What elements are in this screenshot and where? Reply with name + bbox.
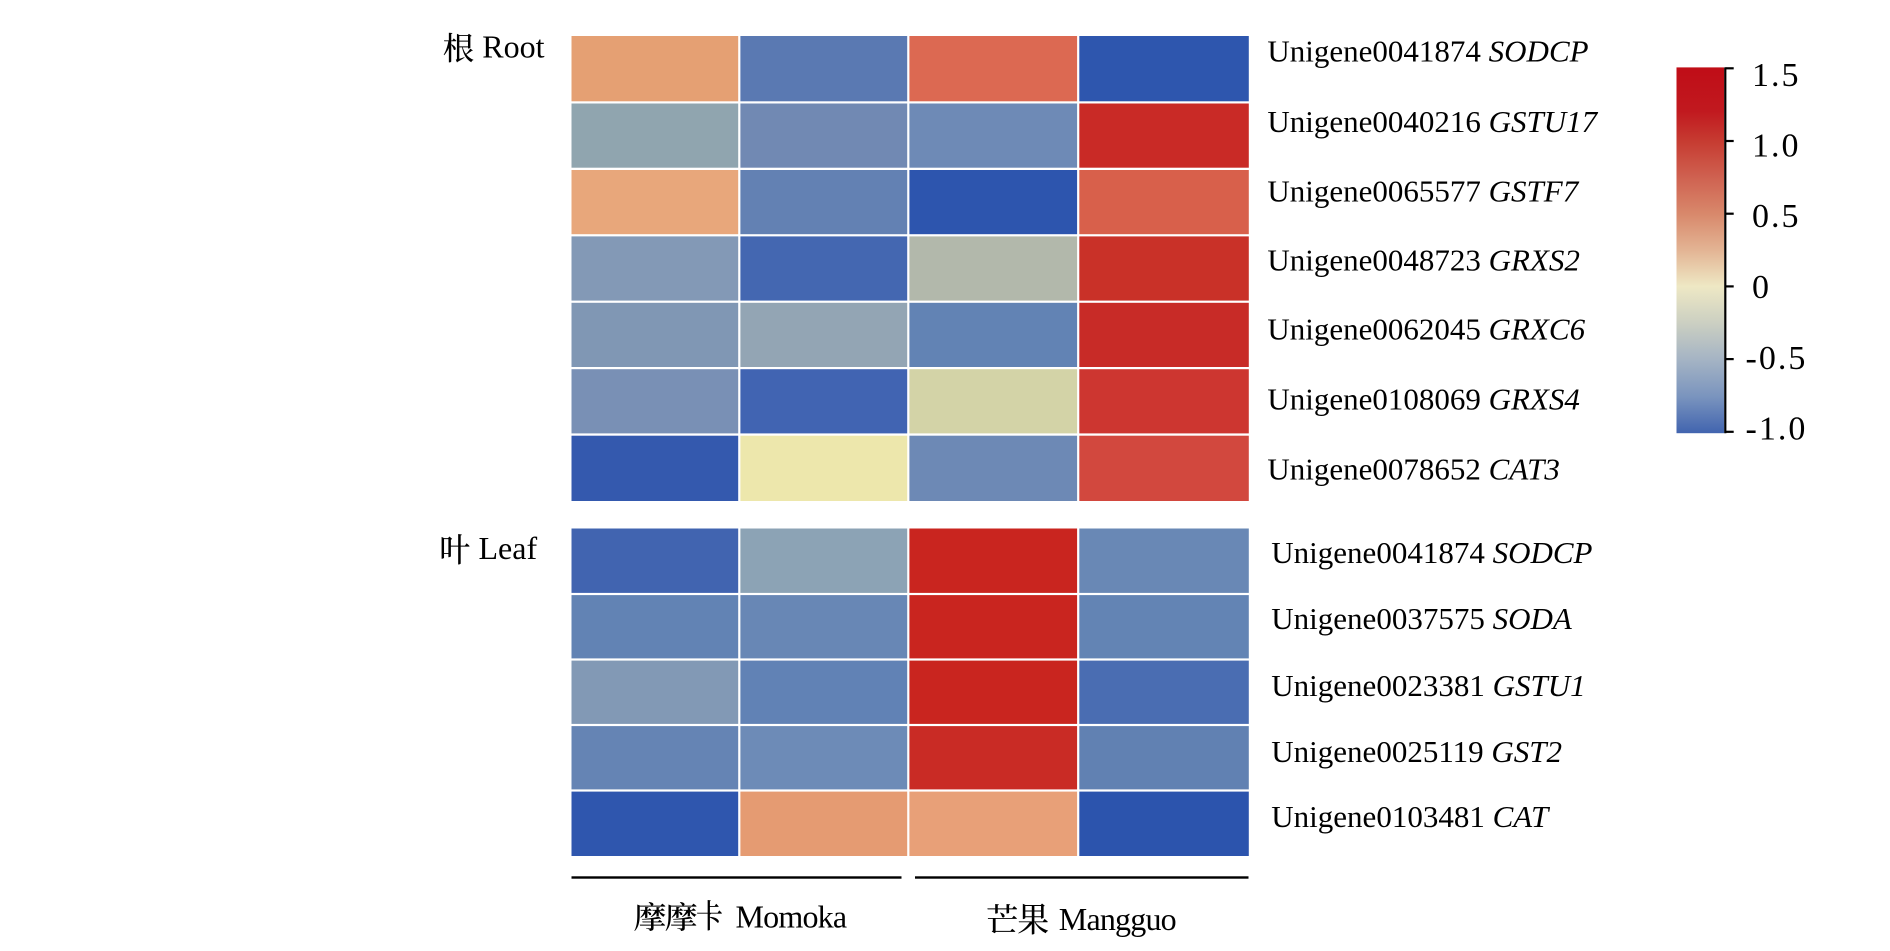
svg-text:0.5: 0.5 (1752, 198, 1801, 235)
svg-text:Leaf: Leaf (479, 530, 538, 566)
svg-text:Unigene0041874 SODCP: Unigene0041874 SODCP (1267, 34, 1588, 69)
svg-text:Unigene0041874 SODCP: Unigene0041874 SODCP (1271, 535, 1592, 570)
svg-text:Unigene0048723 GRXS2: Unigene0048723 GRXS2 (1267, 243, 1580, 278)
svg-text:Unigene0108069 GRXS4: Unigene0108069 GRXS4 (1267, 381, 1580, 416)
svg-text:Momoka: Momoka (736, 899, 847, 935)
svg-text:Unigene0065577 GSTF7: Unigene0065577 GSTF7 (1267, 173, 1579, 208)
svg-text:Unigene0023381 GSTU1: Unigene0023381 GSTU1 (1271, 668, 1585, 703)
svg-text:Unigene0037575 SODA: Unigene0037575 SODA (1271, 601, 1573, 636)
svg-text:0: 0 (1752, 269, 1771, 306)
svg-text:Unigene0078652 CAT3: Unigene0078652 CAT3 (1267, 452, 1559, 487)
svg-text:Unigene0040216 GSTU17: Unigene0040216 GSTU17 (1267, 104, 1598, 139)
svg-text:Mangguo: Mangguo (1059, 901, 1176, 937)
svg-text:Unigene0025119 GST2: Unigene0025119 GST2 (1271, 734, 1562, 769)
svg-text:1.5: 1.5 (1752, 57, 1801, 94)
svg-text:1.0: 1.0 (1752, 128, 1801, 165)
svg-text:-1.0: -1.0 (1746, 411, 1808, 448)
svg-text:Unigene0103481 CAT: Unigene0103481 CAT (1271, 799, 1551, 834)
svg-text:-0.5: -0.5 (1746, 340, 1808, 377)
svg-text:Root: Root (482, 28, 544, 64)
svg-text:Unigene0062045 GRXC6: Unigene0062045 GRXC6 (1267, 311, 1585, 346)
